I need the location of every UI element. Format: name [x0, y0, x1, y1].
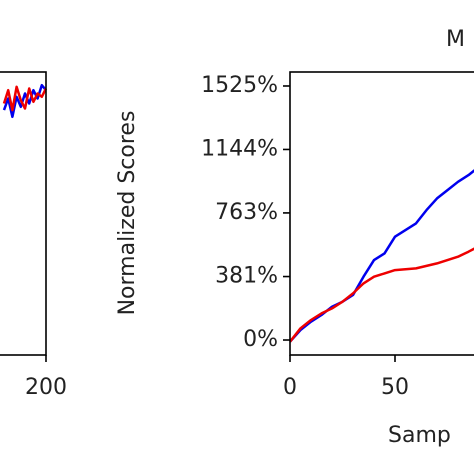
- series-line: [289, 169, 474, 343]
- x-tick-label: 50: [381, 375, 409, 400]
- plot-frame: [289, 71, 474, 356]
- plot-frame: [0, 71, 47, 356]
- y-axis-label: Normalized Scores: [115, 111, 140, 316]
- series-line: [2, 85, 48, 112]
- y-tick-label: 763%: [215, 200, 278, 225]
- y-tick-label: 1525%: [201, 73, 278, 98]
- y-tick-label: 1144%: [201, 136, 278, 161]
- x-tick-label: 0: [283, 375, 297, 400]
- x-axis-label: Samp: [388, 423, 451, 448]
- y-tick-label: 381%: [215, 264, 278, 289]
- y-tick-label: 0%: [243, 327, 278, 352]
- chart-title: M: [446, 27, 465, 52]
- x-tick-label: 200: [25, 375, 67, 400]
- series-line: [289, 247, 474, 343]
